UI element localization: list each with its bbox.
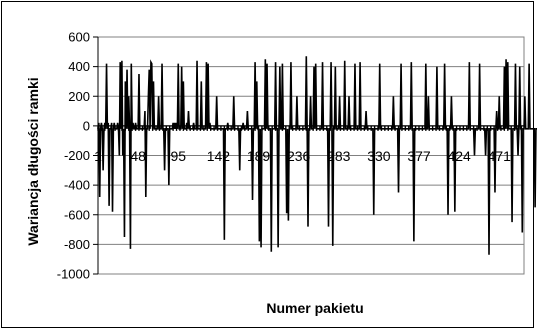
x-tick-label: 142 [207, 148, 231, 164]
y-tick-label: -200 [64, 148, 90, 163]
x-tick-label: 189 [247, 148, 271, 164]
series-line [97, 56, 537, 255]
y-tick-label: 0 [83, 118, 90, 133]
series-0-line [97, 56, 537, 255]
x-tick-label: 471 [488, 148, 512, 164]
y-axis-title: Wariancja długości ramki [25, 77, 41, 245]
x-tick-label: 377 [407, 148, 431, 164]
y-tick-label: -400 [64, 178, 90, 193]
x-tick-label: 48 [130, 148, 146, 164]
x-axis-title: Numer pakietu [266, 300, 363, 316]
y-tick-label: -600 [64, 207, 90, 222]
y-tick-label: 600 [68, 30, 90, 45]
x-axis [97, 125, 524, 131]
x-tick-label: 283 [327, 148, 351, 164]
y-axis-tick-labels: 600 400 200 0 -200 -400 -600 -800 -1000 [57, 30, 90, 282]
x-tick-label: 424 [447, 148, 471, 164]
x-axis-tick-labels: 1 48 95 142 189 236 283 330 377 424 471 [94, 148, 511, 164]
y-tick-label: -1000 [57, 267, 90, 282]
x-tick-label: 95 [170, 148, 186, 164]
y-tick-label: -800 [64, 237, 90, 252]
y-tick-label: 200 [68, 89, 90, 104]
x-tick-label: 236 [287, 148, 311, 164]
x-tick-label: 1 [94, 148, 102, 164]
y-tick-label: 400 [68, 59, 90, 74]
x-tick-label: 330 [367, 148, 391, 164]
